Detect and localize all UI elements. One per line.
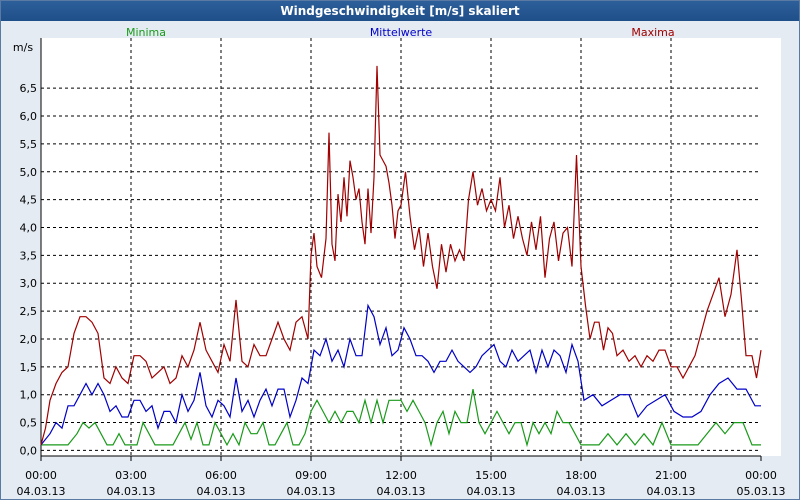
- y-tick-label: 3,5: [20, 249, 38, 262]
- y-tick-label: 0,5: [20, 417, 38, 430]
- x-tick-date: 04.03.13: [287, 485, 336, 498]
- x-tick-time: 18:00: [565, 469, 597, 482]
- y-tick-label: 6,5: [20, 82, 38, 95]
- y-tick-label: 6,0: [20, 110, 38, 123]
- series-line-minima: [41, 388, 761, 448]
- x-tick-date: 04.03.13: [197, 485, 246, 498]
- x-tick-date: 05.03.13: [737, 485, 786, 498]
- x-tick-date: 04.03.13: [17, 485, 66, 498]
- y-axis-label: m/s: [13, 41, 33, 54]
- x-tick-time: 21:00: [655, 469, 687, 482]
- x-tick-date: 04.03.13: [647, 485, 696, 498]
- legend-maxima: Maxima: [631, 26, 674, 39]
- series-line-maxima: [40, 65, 762, 446]
- x-tick-date: 04.03.13: [467, 485, 516, 498]
- y-tick-label: 2,0: [20, 333, 38, 346]
- x-tick-time: 06:00: [205, 469, 237, 482]
- window-title: Windgeschwindigkeit [m/s] skaliert: [1, 1, 799, 21]
- x-tick-time: 00:00: [745, 469, 777, 482]
- x-tick-time: 00:00: [25, 469, 57, 482]
- y-tick-label: 5,5: [20, 138, 38, 151]
- series-line-mittelwerte: [40, 303, 761, 446]
- legend-minima: Minima: [126, 26, 166, 39]
- y-tick-label: 3,0: [20, 277, 38, 290]
- x-tick-time: 12:00: [385, 469, 417, 482]
- y-tick-label: 5,0: [20, 166, 38, 179]
- plot-area: [41, 38, 781, 456]
- x-tick-date: 04.03.13: [377, 485, 426, 498]
- x-tick-time: 03:00: [115, 469, 147, 482]
- y-tick-label: 2,5: [20, 305, 38, 318]
- y-tick-label: 4,0: [20, 221, 38, 234]
- y-tick-label: 1,5: [20, 361, 38, 374]
- x-tick-time: 15:00: [475, 469, 507, 482]
- y-tick-label: 0,0: [20, 444, 38, 457]
- y-tick-label: 4,5: [20, 194, 38, 207]
- legend-mittelwerte: Mittelwerte: [370, 26, 433, 39]
- x-tick-date: 04.03.13: [107, 485, 156, 498]
- x-tick-time: 09:00: [295, 469, 327, 482]
- x-tick-date: 04.03.13: [557, 485, 606, 498]
- y-tick-label: 1,0: [20, 389, 38, 402]
